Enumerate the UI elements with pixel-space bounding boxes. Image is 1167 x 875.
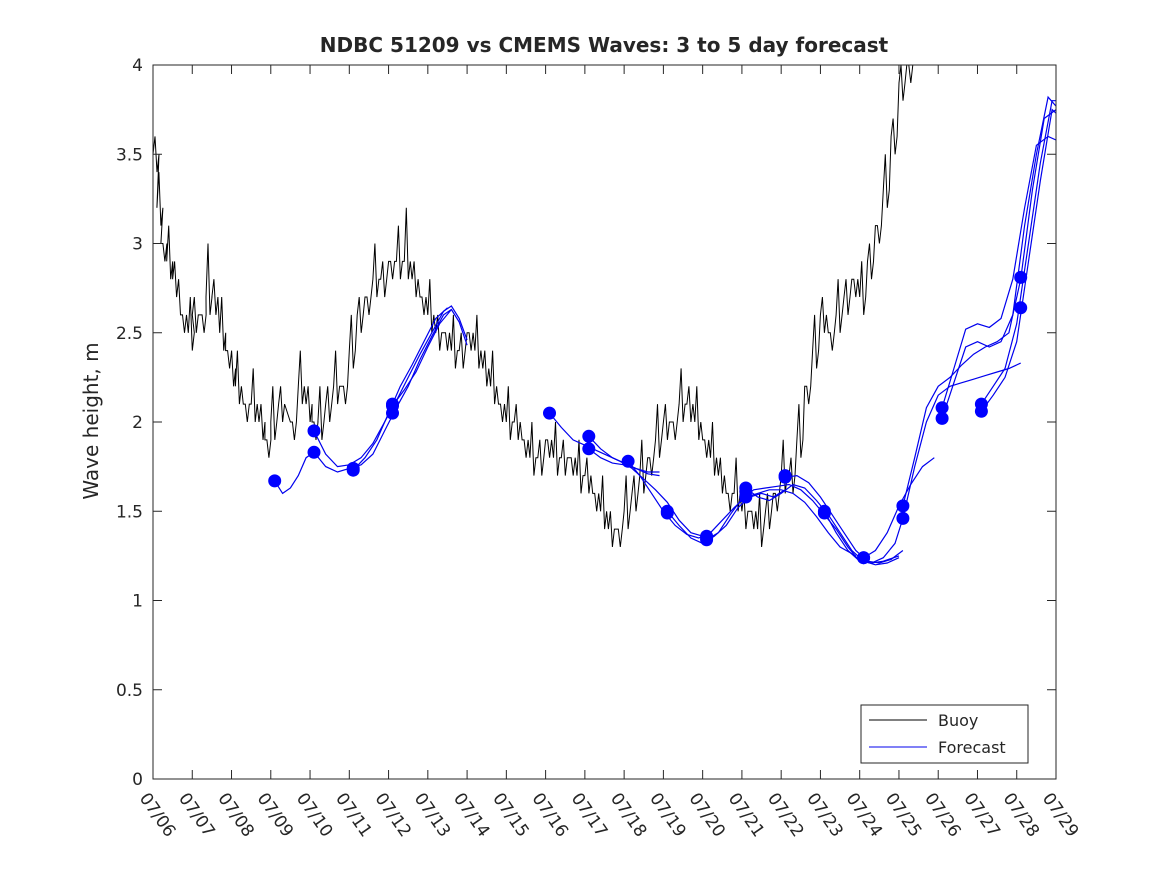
- y-tick-label: 3: [132, 235, 143, 255]
- forecast-line-16: [941, 135, 1057, 408]
- y-axis-label: Wave height, m: [79, 342, 103, 499]
- forecast-line-17: [941, 95, 1057, 419]
- forecast-line-15: [902, 109, 1057, 507]
- y-tick-label: 2.5: [116, 324, 143, 344]
- y-tick-label: 1: [132, 592, 143, 612]
- legend-box: [860, 704, 1029, 764]
- forecast-line-12: [785, 474, 904, 564]
- legend-buoy-label: Buoy: [938, 711, 978, 730]
- forecast-line-18: [980, 100, 1056, 405]
- forecast-marker: [739, 485, 753, 499]
- forecast-marker: [386, 397, 399, 411]
- forecast-line-5: [549, 412, 707, 539]
- plot-background: [153, 65, 1056, 779]
- forecast-marker: [1014, 270, 1028, 284]
- forecast-marker: [307, 445, 321, 459]
- forecast-line-3: [352, 307, 448, 471]
- forecast-marker: [346, 461, 360, 475]
- forecast-marker: [268, 474, 282, 488]
- y-axis: 0 0.5 1 1.5 2 2.5 3 3.5 4: [116, 56, 1056, 790]
- forecast-markers: [268, 270, 1028, 565]
- forecast-marker: [543, 406, 556, 420]
- y-tick-label: 1.5: [116, 502, 143, 522]
- y-tick-label: 0: [132, 770, 143, 790]
- forecast-marker: [935, 411, 949, 425]
- forecast-marker: [582, 429, 596, 443]
- forecast-line-0: [274, 451, 315, 495]
- forecast-marker: [857, 551, 871, 565]
- forecast-line-4: [392, 309, 452, 407]
- y-tick-label: 2: [132, 413, 143, 433]
- forecast-line-19: [980, 108, 1057, 412]
- forecast-marker: [307, 424, 321, 438]
- forecast-marker: [1014, 301, 1028, 315]
- forecast-marker: [817, 506, 831, 520]
- forecast-marker: [778, 469, 792, 483]
- forecast-line-9: [666, 489, 786, 545]
- forecast-marker: [386, 406, 399, 420]
- forecast-marker: [935, 401, 949, 415]
- forecast-marker: [896, 499, 910, 513]
- forecast-marker: [621, 454, 635, 468]
- forecast-marker: [700, 529, 714, 543]
- y-tick-label: 4: [132, 56, 143, 76]
- forecast-series: [274, 95, 1057, 566]
- forecast-marker: [974, 404, 988, 418]
- y-tick-label: 0.5: [116, 681, 143, 701]
- forecast-marker: [582, 442, 596, 456]
- forecast-marker: [660, 506, 674, 520]
- y-tick-label: 3.5: [116, 145, 143, 165]
- forecast-marker: [896, 511, 910, 525]
- chart-title: NDBC 51209 vs CMEMS Waves: 3 to 5 day fo…: [320, 33, 889, 57]
- legend: Buoy Forecast: [860, 704, 1029, 764]
- legend-forecast-label: Forecast: [938, 738, 1006, 757]
- plot-area: [152, 64, 1057, 780]
